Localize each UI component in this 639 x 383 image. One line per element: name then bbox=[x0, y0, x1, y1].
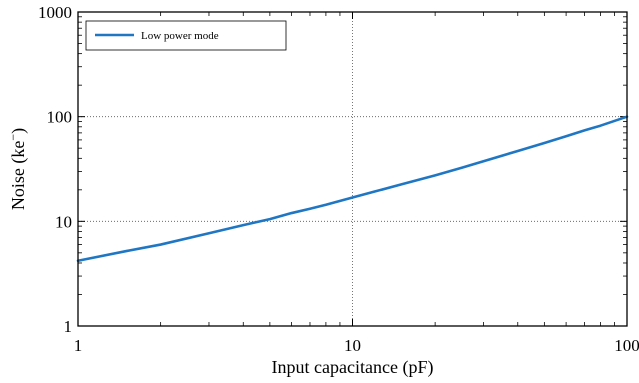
y-axis-label: Noise (ke−) bbox=[6, 128, 29, 210]
y-axis-label-main: Noise (ke bbox=[8, 141, 29, 210]
y-tick-label: 1 bbox=[64, 317, 73, 336]
y-tick-label: 100 bbox=[47, 108, 73, 127]
series-layer bbox=[76, 115, 629, 263]
x-tick-label: 1 bbox=[74, 336, 83, 355]
grid-lines bbox=[78, 12, 627, 326]
x-tick-label: 10 bbox=[344, 336, 361, 355]
y-tick-label: 10 bbox=[55, 212, 72, 231]
x-axis-label: Input capacitance (pF) bbox=[272, 357, 434, 378]
plot-frame bbox=[77, 11, 628, 327]
y-axis-label-sup: − bbox=[6, 134, 20, 141]
legend: Low power mode bbox=[85, 20, 287, 51]
series-line-low-power-mode bbox=[76, 115, 629, 263]
x-tick-label: 100 bbox=[614, 336, 639, 355]
y-axis-label-close: ) bbox=[8, 128, 29, 134]
y-tick-label: 1000 bbox=[38, 3, 72, 22]
tick-labels: 1 10 100 1 10 100 1000 bbox=[38, 3, 639, 355]
legend-label-low-power-mode: Low power mode bbox=[141, 30, 219, 42]
axis-ticks bbox=[77, 11, 628, 327]
